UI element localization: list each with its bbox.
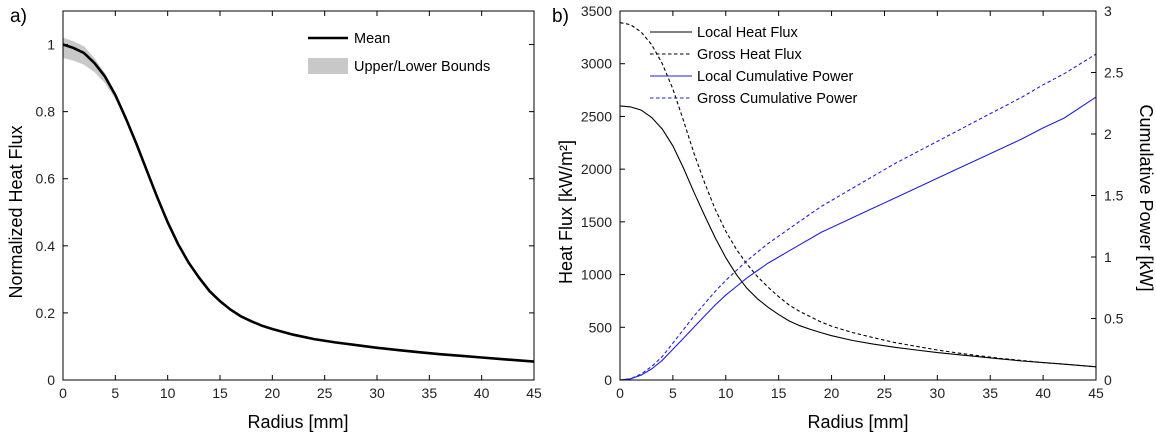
panel-b-legend-entry: Local Heat Flux (697, 25, 798, 41)
panel-b-y2-tick-label: 0.5 (1104, 311, 1124, 327)
panel-b-x-tick-label: 30 (930, 385, 946, 401)
panel-a-y-tick-label: 0 (47, 372, 55, 388)
panel-a-plot-area: 0 5 10 15 20 25 30 35 40 45 0 0.2 0.4 0.6 0.8 1 Mean Uppe… (36, 10, 542, 401)
panel-a-legend: Mean Upper/Lower Bounds (308, 31, 490, 75)
panel-b-y2-tick-label: 1 (1104, 249, 1112, 265)
panel-a-band-upper-lower-bounds (63, 37, 534, 362)
panel-b-legend: Local Heat Flux Gross Heat Flux Local Cumu… (650, 25, 858, 107)
panel-a-series-line-mean (62, 43, 535, 363)
panel-a-y-tick-label: 1 (47, 37, 55, 53)
panel-b-y-tick-label: 1000 (581, 267, 612, 283)
panel-b-x-tick-label: 5 (669, 385, 677, 401)
panel-b-series-line-local-cumulative-power (619, 96, 1097, 381)
panel-a-legend-entry: Mean (354, 31, 390, 47)
panel-a-axes-frame (62, 10, 535, 381)
panel-a-y-tick-label: 0.4 (36, 238, 56, 254)
panel-a-x-tick-label: 0 (59, 385, 67, 401)
panel-a-legend-swatch-band (308, 58, 348, 74)
panel-a-label: a) (10, 6, 27, 27)
panel-b-plot-area: 0 5 10 15 20 25 30 35 40 450500100015002000250030… (581, 3, 1124, 401)
panel-b-series-line-gross-cumulative-power (619, 53, 1097, 381)
panel-b-x-axis-label: Radius [mm] (807, 412, 908, 432)
panel-a-y-tick-label: 0.6 (36, 171, 56, 187)
panel-b-series-line-gross-heat-flux (619, 22, 1097, 368)
panel-b-y2-tick-label: 0 (1104, 372, 1112, 388)
panel-a-x-tick-label: 35 (422, 385, 438, 401)
panel-b-y-tick-label: 2500 (581, 108, 612, 124)
panel-b-y-tick-label: 2000 (581, 161, 612, 177)
chart-panel-a: a) 0 5 10 15 20 25 30 35 40 45 0 0.2 0.4 0.6 0.8 1 Mean U… (6, 6, 542, 432)
panel-b-right-y-axis-label: Cumulative Power [kW] (1136, 104, 1156, 291)
panel-b-left-y-axis-label: Heat Flux [kW/m²] (556, 140, 576, 284)
panel-b-y2-tick-label: 2 (1104, 126, 1112, 142)
panel-a-x-tick-label: 10 (160, 385, 176, 401)
panel-b-y2-tick-label: 3 (1104, 3, 1112, 19)
panel-b-y2-tick-label: 1.5 (1104, 188, 1124, 204)
panel-a-x-tick-label: 45 (526, 385, 542, 401)
panel-a-y-tick-label: 0.8 (36, 104, 56, 120)
panel-a-x-tick-label: 40 (474, 385, 490, 401)
panel-b-x-tick-label: 40 (1035, 385, 1051, 401)
panel-b-label: b) (552, 6, 569, 27)
panel-b-legend-entry: Gross Cumulative Power (697, 91, 858, 107)
panel-b-y-tick-label: 3500 (581, 3, 612, 19)
panel-a-legend-entry: Upper/Lower Bounds (354, 59, 490, 75)
panel-b-x-tick-label: 35 (982, 385, 998, 401)
panel-b-x-tick-label: 20 (824, 385, 840, 401)
panel-b-x-tick-label: 25 (877, 385, 893, 401)
panel-b-y-tick-label: 3000 (581, 56, 612, 72)
panel-b-x-tick-label: 10 (718, 385, 734, 401)
panel-a-x-tick-label: 30 (369, 385, 385, 401)
panel-b-y2-tick-label: 2.5 (1104, 65, 1124, 81)
panel-b-y-tick-label: 1500 (581, 214, 612, 230)
panel-a-x-axis-label: Radius [mm] (247, 412, 348, 432)
panel-b-x-tick-label: 15 (771, 385, 787, 401)
panel-b-x-tick-label: 45 (1088, 385, 1104, 401)
panel-b-legend-entry: Local Cumulative Power (697, 69, 854, 85)
panel-a-x-tick-label: 15 (212, 385, 228, 401)
panel-a-y-tick-label: 0.2 (36, 305, 56, 321)
panel-a-x-tick-label: 20 (265, 385, 281, 401)
panel-a-x-tick-label: 25 (317, 385, 333, 401)
panel-b-x-tick-label: 0 (616, 385, 624, 401)
chart-panel-b: b) 0 5 10 15 20 25 30 35 40 450500100015002000250… (552, 3, 1156, 432)
panel-a-x-tick-label: 5 (111, 385, 119, 401)
panel-b-series-line-local-heat-flux (619, 105, 1097, 368)
panel-b-y-tick-label: 500 (589, 319, 613, 335)
panel-a-y-axis-label: Normalized Heat Flux (6, 125, 26, 298)
panel-b-y-tick-label: 0 (604, 372, 612, 388)
panel-b-legend-entry: Gross Heat Flux (697, 47, 802, 63)
panel-b-axes-frame (619, 10, 1097, 381)
